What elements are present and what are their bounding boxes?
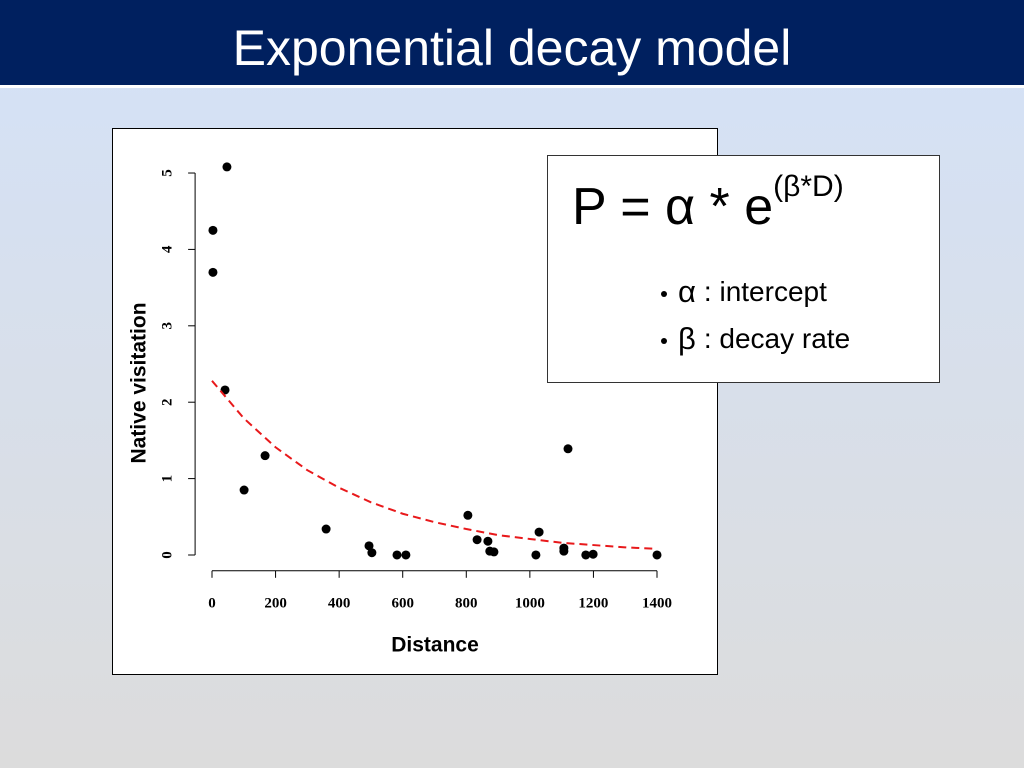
x-axis-label: Distance (391, 634, 479, 657)
point (367, 548, 377, 558)
point (652, 550, 662, 560)
point (534, 527, 544, 537)
point (531, 550, 541, 560)
bullet: α : intercept (678, 274, 827, 309)
point (401, 550, 411, 560)
x-tick-label: 200 (264, 595, 287, 611)
point (463, 510, 473, 520)
bullet-symbol: α (678, 274, 696, 309)
bullet-text: : intercept (704, 276, 827, 307)
point (559, 546, 569, 556)
y-tick-label: 0 (159, 551, 175, 559)
header-rule (0, 85, 1024, 88)
point (581, 550, 591, 560)
formula: P = α * e(β*D) (572, 170, 844, 236)
y-tick-label: 3 (159, 322, 175, 330)
header-band (0, 0, 1024, 85)
y-tick-label: 2 (159, 398, 175, 406)
formula-exponent: (β*D) (773, 170, 844, 203)
slide-title: Exponential decay model (233, 20, 792, 76)
point (392, 550, 402, 560)
point (364, 541, 374, 551)
bullet-symbol: β (678, 321, 696, 356)
bullet-dot (661, 291, 667, 297)
point (588, 549, 598, 559)
point (563, 444, 573, 454)
x-tick-label: 1000 (515, 595, 545, 611)
point (239, 485, 249, 495)
point (483, 536, 493, 546)
formula-main: P = α * e (572, 178, 773, 236)
x-tick-label: 400 (328, 595, 351, 611)
y-axis-label: Native visitation (128, 302, 151, 463)
x-tick-label: 0 (208, 595, 216, 611)
bullet-dot (661, 338, 667, 344)
bullet: β : decay rate (678, 321, 850, 356)
point (489, 547, 499, 557)
fit-line (211, 380, 658, 550)
x-tick-label: 1400 (642, 595, 672, 611)
y-tick-label: 4 (159, 245, 175, 253)
point (208, 267, 218, 277)
y-tick-label: 1 (159, 475, 175, 483)
x-tick-label: 600 (391, 595, 414, 611)
point (260, 451, 270, 461)
point (208, 225, 218, 235)
plot: 0 200 400 600 800 1000 1200 1400 0 1 2 3 4 5 Distance N… (128, 162, 672, 657)
x-tick-label: 800 (455, 595, 478, 611)
y-tick-label: 5 (159, 169, 175, 177)
point (321, 524, 331, 534)
point (222, 162, 232, 172)
formula-box (547, 155, 940, 383)
point (472, 535, 482, 545)
bullet-text: : decay rate (704, 323, 850, 354)
x-tick-label: 1200 (578, 595, 608, 611)
